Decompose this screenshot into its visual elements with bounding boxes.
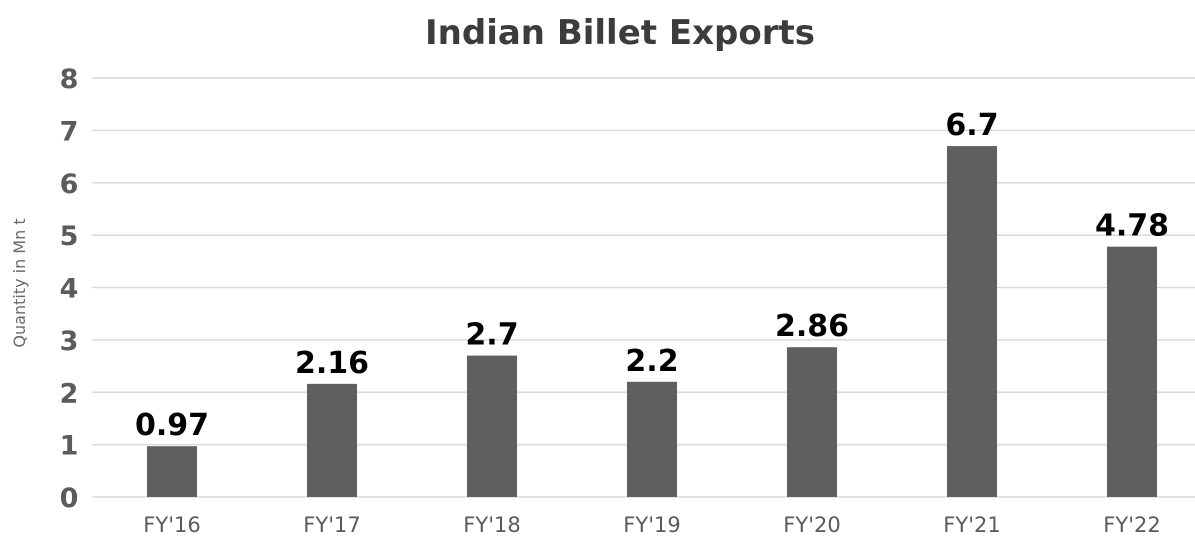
x-tick-label: FY'22 — [1103, 513, 1160, 537]
bar — [307, 383, 357, 497]
x-tick-label: FY'17 — [303, 513, 360, 537]
y-tick-label: 7 — [60, 116, 79, 147]
data-label: 2.2 — [625, 344, 678, 379]
bar — [147, 446, 197, 497]
y-tick-label: 0 — [60, 483, 79, 514]
bar — [1107, 246, 1157, 497]
x-axis-ticks: FY'16 FY'17 FY'18 FY'19 FY'20 FY'21 FY'22 — [143, 513, 1160, 537]
y-tick-label: 4 — [60, 274, 79, 305]
y-tick-label: 5 — [60, 221, 79, 252]
data-label: 0.97 — [135, 408, 209, 443]
x-tick-label: FY'20 — [783, 513, 840, 537]
y-axis-ticks: 0 1 2 3 4 5 6 7 8 — [60, 64, 79, 514]
bar — [787, 347, 837, 497]
bar — [627, 381, 677, 497]
data-label: 2.7 — [465, 318, 518, 353]
bar — [467, 355, 517, 497]
x-tick-label: FY'19 — [623, 513, 680, 537]
data-label: 4.78 — [1095, 209, 1169, 244]
data-label: 2.16 — [295, 346, 369, 381]
bar — [947, 146, 997, 497]
bars — [147, 146, 1157, 497]
data-labels: 0.97 2.16 2.7 2.2 2.86 6.7 4.78 — [135, 108, 1169, 443]
grid-lines — [92, 77, 1195, 498]
data-label: 6.7 — [945, 108, 998, 143]
x-tick-label: FY'21 — [943, 513, 1000, 537]
x-tick-label: FY'18 — [463, 513, 520, 537]
data-label: 2.86 — [775, 309, 849, 344]
x-tick-label: FY'16 — [143, 513, 200, 537]
y-axis-label: Quantity in Mn t — [10, 218, 29, 347]
y-tick-label: 1 — [60, 431, 79, 462]
y-tick-label: 6 — [60, 169, 79, 200]
y-tick-label: 3 — [60, 326, 79, 357]
y-tick-label: 8 — [60, 64, 79, 95]
chart-title: Indian Billet Exports — [425, 13, 815, 53]
y-tick-label: 2 — [60, 378, 79, 409]
